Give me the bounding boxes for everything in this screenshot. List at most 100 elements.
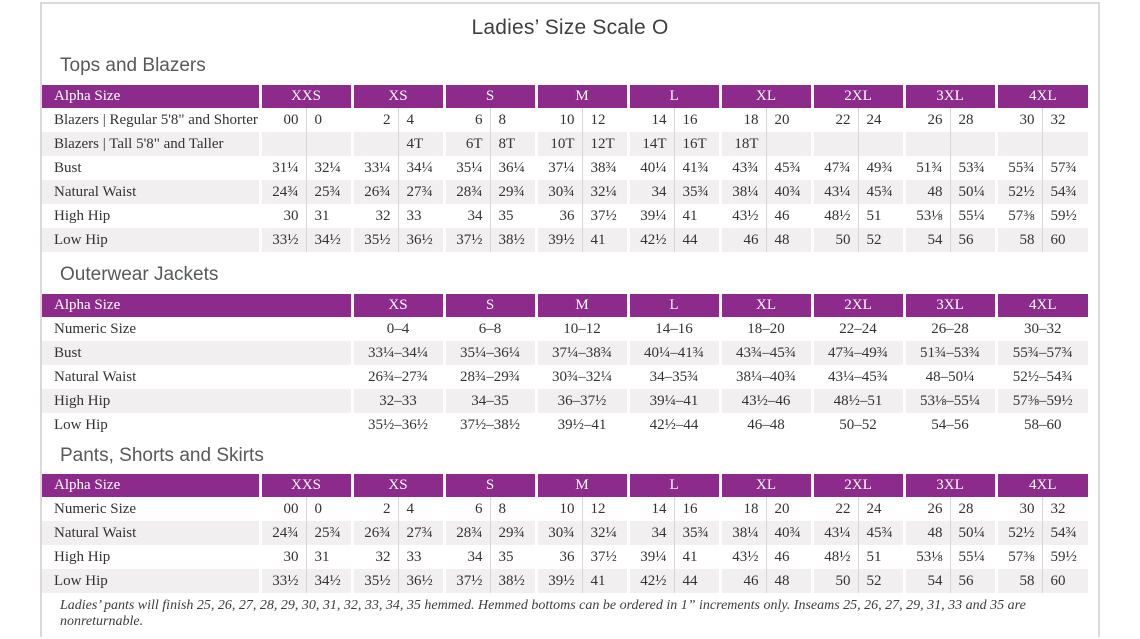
- size-cell: 33: [397, 545, 445, 569]
- size-cell: 28¾: [442, 180, 491, 204]
- size-cell: 27¾: [397, 521, 445, 545]
- size-cell: 57⅜: [994, 545, 1043, 569]
- size-cell: 26: [902, 108, 951, 132]
- size-cell: 36: [534, 204, 583, 228]
- size-cell: 43¾: [718, 156, 767, 180]
- size-cell: 34: [442, 545, 491, 569]
- size-cell: 51: [857, 204, 905, 228]
- size-group-header: S: [442, 294, 536, 317]
- size-cell: 48½: [810, 204, 859, 228]
- row-label: Low Hip: [54, 231, 108, 248]
- size-cell: 58: [994, 228, 1043, 252]
- size-cell: 14–16: [626, 317, 720, 341]
- size-cell: 22: [810, 497, 859, 521]
- size-cell: 39¼–41: [626, 389, 720, 413]
- size-cell: 48: [902, 521, 951, 545]
- size-cell: 30: [258, 545, 306, 569]
- size-cell: 35¼: [442, 156, 491, 180]
- size-cell: 31¼: [258, 156, 306, 180]
- size-cell: 52: [857, 228, 905, 252]
- size-cell: 25¾: [305, 180, 353, 204]
- size-cell: 37¼: [534, 156, 583, 180]
- size-cell: [994, 132, 1043, 156]
- size-cell: 32¼: [581, 521, 629, 545]
- size-cell: 43½: [718, 545, 767, 569]
- size-cell: 10: [534, 497, 583, 521]
- size-cell: 57⅜–59½: [994, 389, 1088, 413]
- size-group-header: XS: [350, 85, 445, 108]
- size-cell: 31: [305, 204, 353, 228]
- size-cell: 8T: [489, 132, 537, 156]
- table-row: Blazers | Tall 5'8" and Taller 4T 6T 8T 10T 1…: [42, 132, 1089, 156]
- size-cell: 59½: [1041, 204, 1089, 228]
- size-cell: 16: [673, 497, 721, 521]
- size-cell: 52½: [994, 180, 1043, 204]
- size-cell: [1041, 132, 1089, 156]
- size-cell: 2: [350, 497, 399, 521]
- size-cell: 0: [305, 497, 353, 521]
- size-cell: 46: [765, 545, 813, 569]
- size-cell: 34–35¾: [626, 365, 720, 389]
- size-cell: 32¼: [581, 180, 629, 204]
- size-cell: [810, 132, 859, 156]
- size-cell: 48½: [810, 545, 859, 569]
- size-group-header: M: [534, 474, 629, 497]
- size-cell: 6–8: [442, 317, 536, 341]
- size-cell: 52½: [994, 521, 1043, 545]
- size-cell: 28¾–29¾: [442, 365, 536, 389]
- size-cell: 26: [902, 497, 951, 521]
- size-cell: 0–4: [350, 317, 444, 341]
- size-group-header: XL: [718, 294, 812, 317]
- size-cell: 50–52: [810, 413, 904, 437]
- size-cell: 48: [765, 569, 813, 593]
- size-cell: 41: [581, 569, 629, 593]
- size-cell: 35¾: [673, 521, 721, 545]
- size-cell: [902, 132, 951, 156]
- size-group-header: 4XL: [994, 294, 1088, 317]
- row-label: Blazers | Regular 5'8" and Shorter: [54, 111, 258, 128]
- size-cell: 55¼: [949, 204, 997, 228]
- size-cell: 41: [581, 228, 629, 252]
- size-cell: 55¾–57¾: [994, 341, 1088, 365]
- size-cell: 35¼–36¼: [442, 341, 536, 365]
- size-cell: 45¾: [857, 180, 905, 204]
- size-cell: 25¾: [305, 521, 353, 545]
- size-cell: 32: [1041, 108, 1089, 132]
- size-cell: 36½: [397, 569, 445, 593]
- size-cell: 30¾: [534, 180, 583, 204]
- size-cell: 12T: [581, 132, 629, 156]
- size-cell: [765, 132, 813, 156]
- size-cell: 24¾: [258, 180, 306, 204]
- size-group-header: L: [626, 474, 721, 497]
- size-cell: 47¾–49¾: [810, 341, 904, 365]
- page-title: Ladies’ Size Scale O: [471, 16, 669, 39]
- size-cell: 35¾: [673, 180, 721, 204]
- size-cell: 26¾: [350, 180, 399, 204]
- size-cell: 51: [857, 545, 905, 569]
- size-cell: 51¾–53¾: [902, 341, 996, 365]
- size-cell: 8: [489, 108, 537, 132]
- size-group-header: XS: [350, 474, 445, 497]
- size-cell: 53⅛–55¼: [902, 389, 996, 413]
- size-group-header: 2XL: [810, 85, 905, 108]
- size-cell: 53¾: [949, 156, 997, 180]
- size-cell: 32: [350, 204, 399, 228]
- size-group-header: XXS: [258, 474, 353, 497]
- row-label: High Hip: [54, 392, 111, 409]
- size-cell: 20: [765, 108, 813, 132]
- size-group-header: 3XL: [902, 474, 997, 497]
- size-cell: 31: [305, 545, 353, 569]
- size-group-header: XXS: [258, 85, 353, 108]
- size-cell: 38¼: [718, 521, 767, 545]
- size-cell: 33¼–34¼: [350, 341, 444, 365]
- table-row: Natural Waist 26¾–27¾ 28¾–29¾ 30¾–32¼ 34–35¾…: [42, 365, 1088, 389]
- size-cell: 32: [1041, 497, 1089, 521]
- size-cell: 45¾: [857, 521, 905, 545]
- size-cell: 42½: [626, 569, 675, 593]
- size-cell: 36½: [397, 228, 445, 252]
- size-group-header: M: [534, 85, 629, 108]
- row-label: Numeric Size: [54, 500, 137, 517]
- size-cell: 46–48: [718, 413, 812, 437]
- size-cell: 53⅛: [902, 204, 951, 228]
- table-row: Low Hip 33½ 34½ 35½ 36½ 37½ 38½ 39½ 41 42½ 44 46 48 5…: [42, 569, 1089, 593]
